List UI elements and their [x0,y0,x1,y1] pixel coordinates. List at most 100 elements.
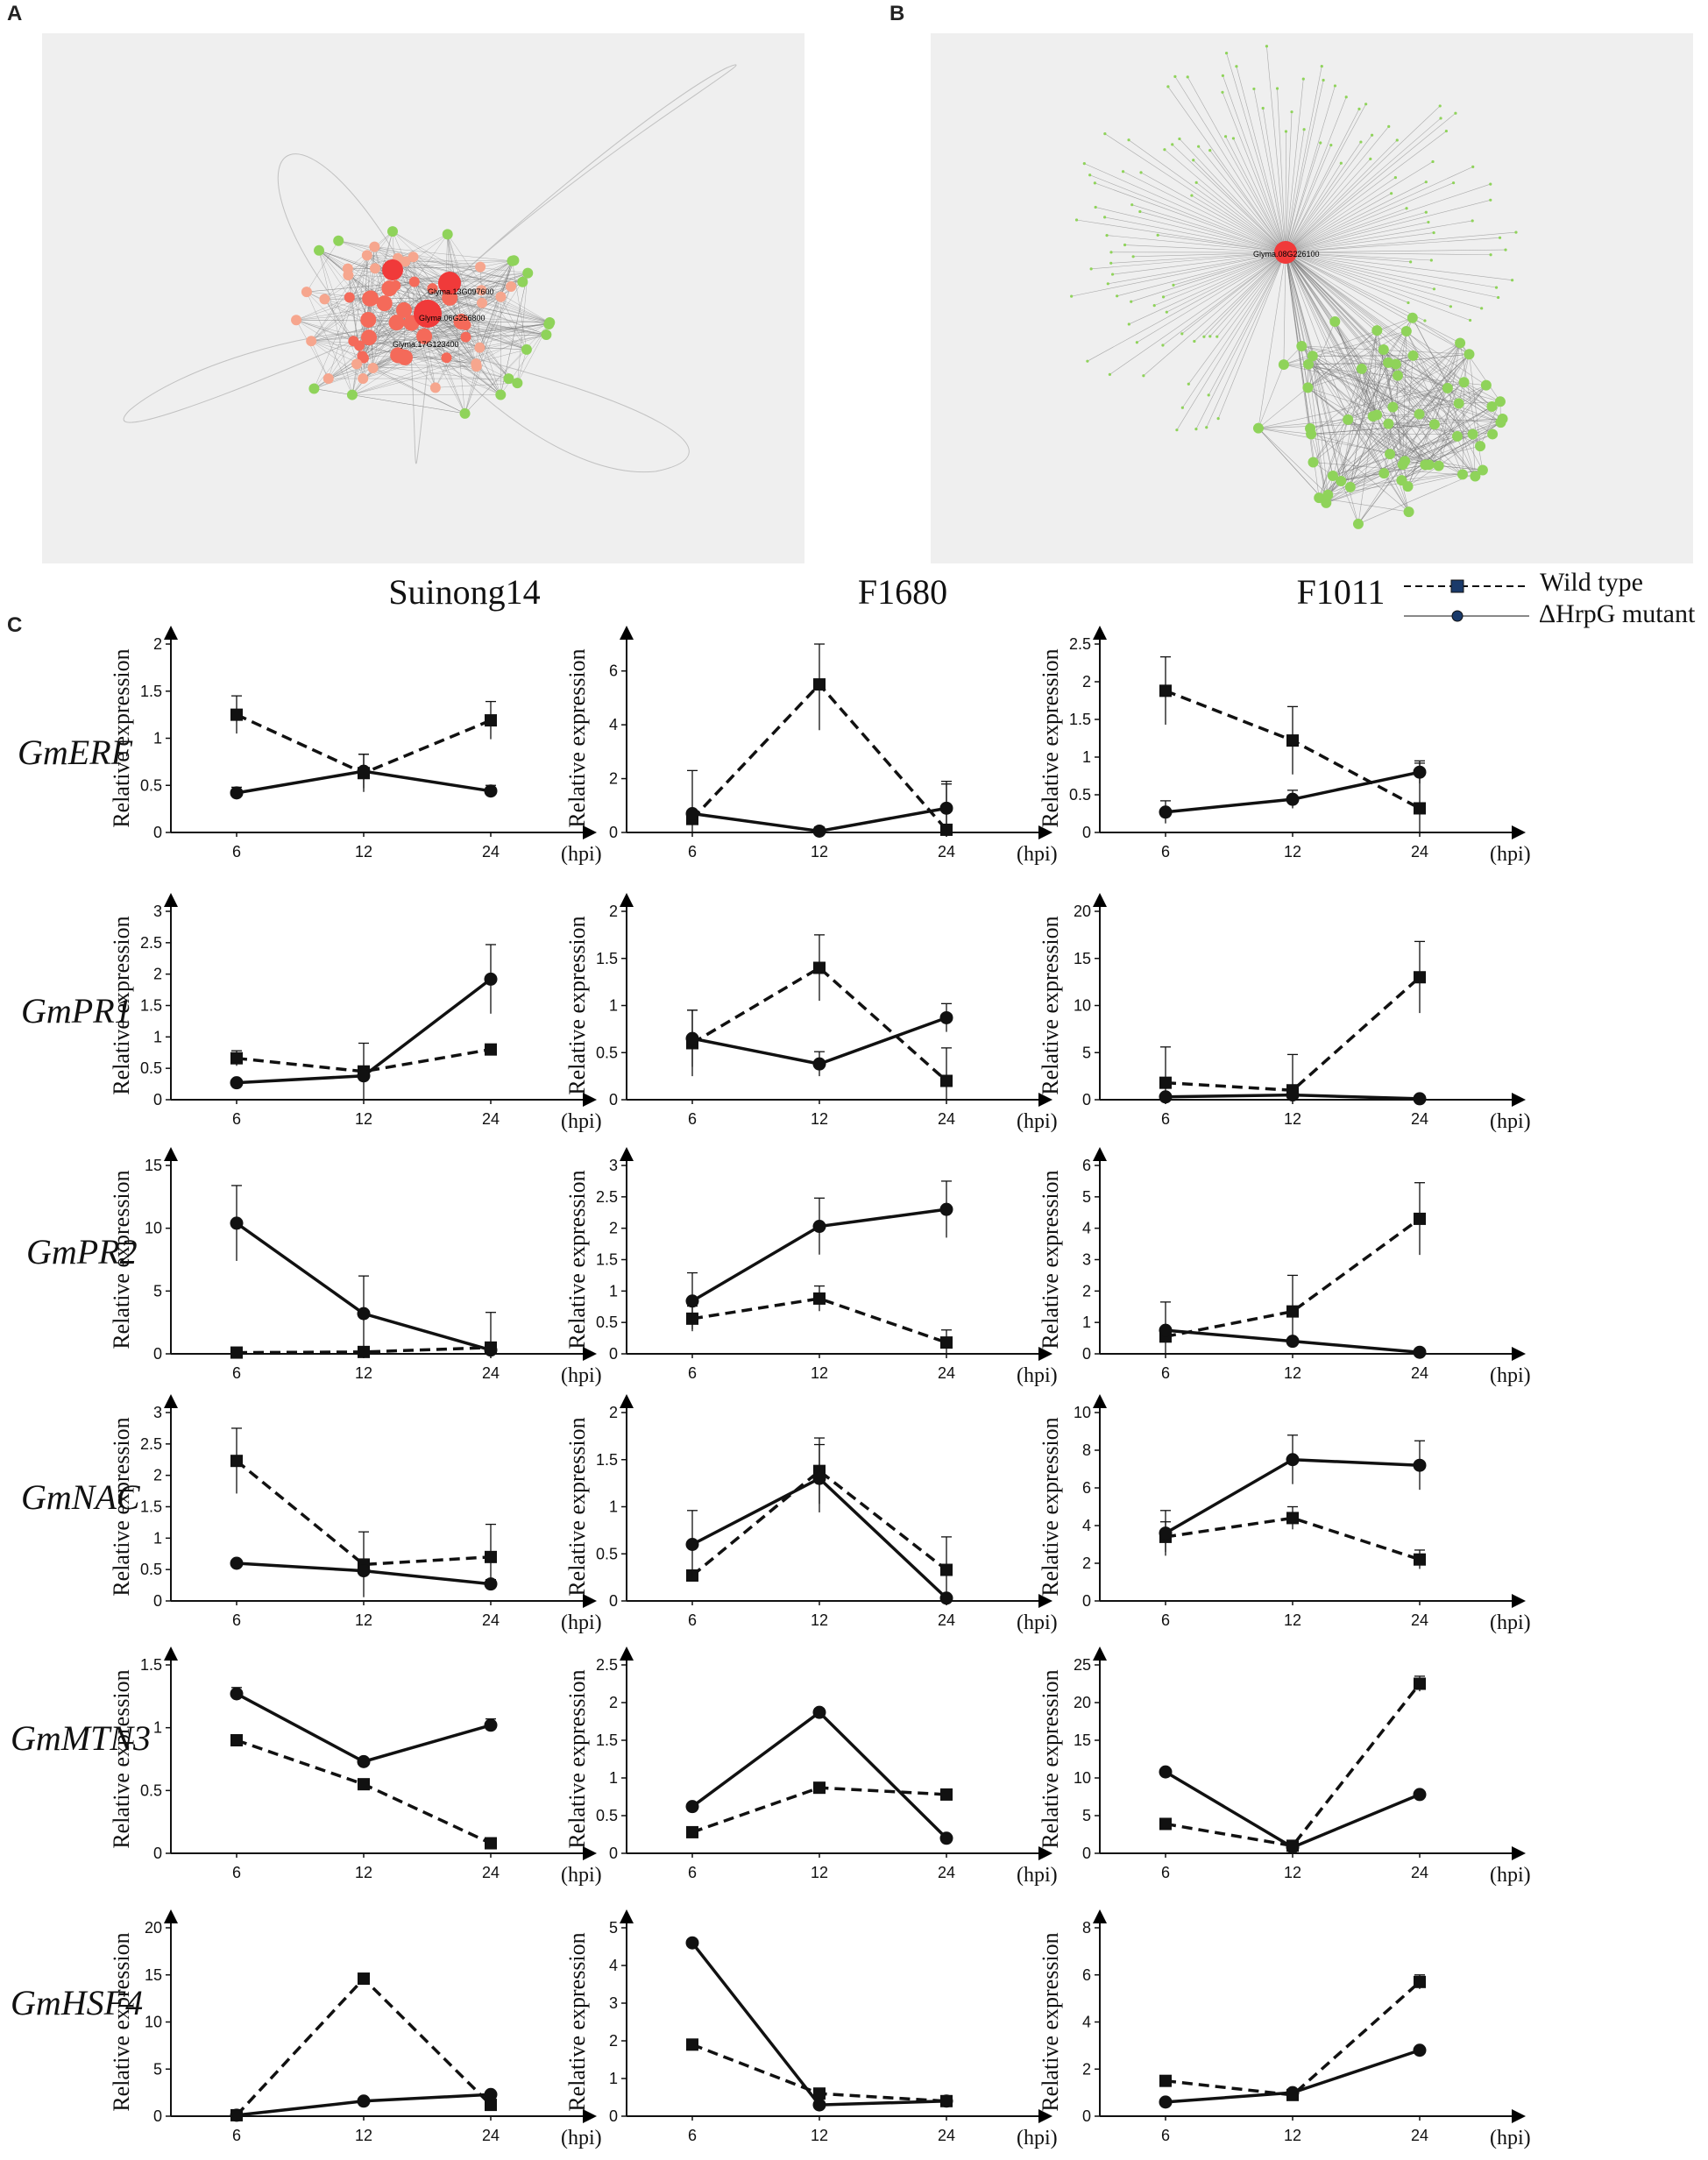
x-tick-label: 6 [688,1864,697,1881]
network-a-node [358,373,368,384]
network-b-node [1195,181,1198,184]
network-a-node [460,408,471,419]
network-b-node [1221,91,1223,94]
wild-type-point [1159,1077,1172,1089]
y-tick-label: 0 [153,824,162,841]
network-a-node [362,250,372,260]
network-b-node [1495,287,1498,289]
mutant-point [358,1755,371,1768]
network-b-node [1452,181,1455,184]
y-tick-label: 0.5 [140,1059,162,1077]
y-tick-label: 20 [145,1919,162,1937]
mutant-point [1414,1346,1427,1359]
mutant-point [813,1472,826,1485]
wild-type-point [1414,971,1426,983]
x-tick-label: 12 [1284,1110,1301,1128]
y-tick-label: 0 [609,824,618,841]
network-a: Glyma.06G256800 Glyma.13G097600 Glyma.17… [42,33,804,563]
x-tick-label: 24 [938,843,955,860]
x-tick-label: 6 [688,1611,697,1629]
mutant-point [230,1687,244,1700]
y-tick-label: 2.5 [596,1656,618,1674]
y-tick-label: 6 [1082,1479,1091,1497]
network-b-edge [1163,252,1286,345]
network-a-hub-label: Glyma.06G256800 [419,314,485,322]
network-a-edge [465,366,477,414]
network-a-node [323,373,334,384]
network-b-node [1449,305,1452,308]
network-b-node [1329,316,1340,327]
y-tick-label: 2 [1082,2060,1091,2078]
network-a-node [333,236,344,246]
wild-type-point [485,1044,497,1056]
mutant-line [692,1943,946,2105]
y-tick-label: 5 [1082,1188,1091,1206]
legend-wild-type-line [1402,571,1534,598]
mutant-point [1159,805,1173,818]
network-b-node [1407,351,1418,361]
network-b-edge [1413,318,1470,354]
y-tick-label: 2 [609,770,618,788]
network-b-node [1405,207,1407,209]
network-b-node [1319,141,1322,144]
network-b-node [1217,417,1220,420]
network-b-node [1202,336,1205,338]
y-tick-label: 0 [153,1345,162,1363]
x-tick-label: 24 [1411,1611,1428,1629]
network-b-node [1420,459,1430,470]
y-tick-label: 6 [1082,1966,1091,1984]
x-tick-label: 24 [1411,843,1428,860]
network-a-node [495,292,506,302]
y-tick-label: 3 [609,1157,618,1174]
network-b-edge [1109,252,1286,374]
x-tick-label: 12 [355,1110,372,1128]
panel-b-letter: B [889,2,904,26]
mutant-point [485,1577,498,1590]
y-tick-label: 4 [609,1957,618,1974]
network-b-node [1407,313,1418,323]
network-b-node [1208,335,1211,337]
y-tick-label: 0.5 [140,1561,162,1578]
x-tick-label: 12 [355,1364,372,1382]
y-tick-label: 2 [609,1694,618,1711]
x-axis-arrow [1512,1594,1526,1608]
network-b-node [1364,103,1367,105]
y-tick-label: 2 [609,903,618,920]
mutant-point [358,2094,371,2107]
network-b-node [1431,160,1434,163]
mutant-point [230,1557,244,1570]
y-tick-label: 1 [153,730,162,747]
network-b-node [1454,112,1456,115]
y-axis-arrow [164,1647,178,1661]
x-axis-arrow [1512,2109,1526,2123]
y-tick-label: 10 [1074,1769,1091,1787]
network-b-node [1163,148,1166,151]
network-b-node [1109,373,1111,376]
legend-wild-type: Wild type [1402,568,1643,598]
x-tick-label: 6 [1161,1611,1170,1629]
panel-a-letter: A [7,2,22,26]
mutant-point [485,784,498,797]
network-b-node [1252,88,1255,90]
y-axis-label: Relative expression [109,1932,134,2111]
mutant-point [485,1343,498,1356]
network-b-node [1302,382,1313,393]
network-b-node [1178,138,1180,140]
network-b-edge [1254,89,1286,252]
y-tick-label: 1.5 [596,1251,618,1269]
network-b-node [1088,174,1091,176]
network-b-node [1253,423,1264,434]
mutant-point [940,2094,953,2107]
network-b-edge [1218,252,1286,419]
y-tick-label: 0.5 [1069,786,1091,804]
x-tick-label: 24 [1411,1110,1428,1128]
mutant-point [230,1216,244,1229]
network-b-node [1175,428,1178,431]
network-b-node [1471,219,1474,222]
network-b-node [1478,464,1488,475]
network-b-edge [1286,79,1303,252]
network-a-node [522,268,533,279]
network-b-node [1407,301,1409,304]
